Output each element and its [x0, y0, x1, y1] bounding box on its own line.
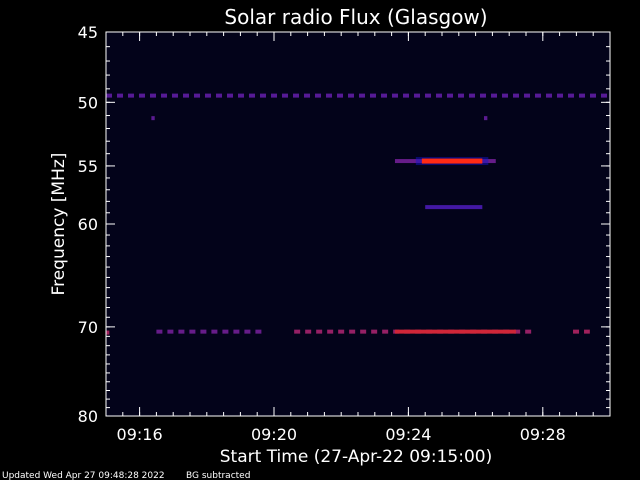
feature-band-70.5-right	[573, 329, 590, 334]
feature-spot-51.2a	[151, 116, 155, 121]
feature-band-49.5-seg-42	[568, 93, 574, 98]
x-tick-label-3: 09:28	[520, 425, 566, 444]
feature-band-49.5-seg-30	[436, 93, 442, 98]
feature-band-49.5-seg-12	[238, 93, 244, 98]
feature-band-49.5-seg-14	[260, 93, 266, 98]
feature-band-70.5-left	[156, 329, 262, 334]
feature-band-70.5-main-seg-8	[382, 329, 389, 334]
feature-band-49.5-seg-15	[271, 93, 277, 98]
x-tick-label-0: 09:16	[117, 425, 163, 444]
feature-band-49.5-seg-19	[315, 93, 321, 98]
y-tick-label-2: 55	[78, 157, 98, 176]
feature-band-70.5-main-seg-6	[360, 329, 367, 334]
feature-band-49.5-seg-16	[282, 93, 288, 98]
feature-band-49.5	[106, 93, 607, 98]
y-tick-label-0: 45	[78, 23, 98, 42]
plot-area	[106, 32, 610, 416]
feature-band-49.5-seg-21	[337, 93, 343, 98]
footer-bg-note: BG subtracted	[186, 471, 250, 480]
feature-band-70.5-left-seg-0	[156, 329, 163, 334]
y-axis-label: Frequency [MHz]	[49, 153, 69, 296]
feature-band-49.5-seg-8	[194, 93, 200, 98]
feature-band-49.5-seg-35	[491, 93, 497, 98]
feature-band-49.5-seg-7	[183, 93, 189, 98]
feature-band-49.5-seg-28	[414, 93, 420, 98]
feature-band-70.5-core	[394, 329, 516, 334]
feature-band-49.5-seg-22	[348, 93, 354, 98]
feature-spot-51.2b	[484, 116, 488, 121]
feature-band-49.5-seg-32	[458, 93, 464, 98]
footer-updated-text: Updated Wed Apr 27 09:48:28 2022	[2, 471, 165, 480]
feature-band-70.5-main-seg-7	[371, 329, 378, 334]
feature-band-70.5-left-seg-6	[222, 329, 229, 334]
feature-band-49.5-seg-9	[205, 93, 211, 98]
feature-band-70.5-main-seg-5	[349, 329, 356, 334]
feature-band-49.5-seg-26	[392, 93, 398, 98]
feature-band-49.5-seg-25	[381, 93, 387, 98]
feature-band-49.5-seg-33	[469, 93, 475, 98]
feature-band-70.5-left-seg-3	[189, 329, 196, 334]
feature-band-70.5-left-seg-2	[178, 329, 185, 334]
x-axis-label: Start Time (27-Apr-22 09:15:00)	[220, 447, 492, 467]
feature-band-70.5-left-seg-7	[233, 329, 240, 334]
feature-band-70.5-left-seg-8	[244, 329, 251, 334]
feature-band-49.5-seg-34	[480, 93, 486, 98]
feature-band-49.5-seg-0	[106, 93, 112, 98]
axes: 09:16 09:20 09:24 09:28 45 50 55 60 70 80	[78, 23, 611, 444]
feature-band-70.5-left-seg-9	[255, 329, 262, 334]
feature-band-70.5-main-seg-4	[338, 329, 345, 334]
feature-band-49.5-seg-5	[161, 93, 167, 98]
feature-band-70.5-main-seg-2	[316, 329, 323, 334]
y-tick-label-3: 60	[78, 215, 98, 234]
feature-band-49.5-seg-3	[139, 93, 145, 98]
feature-band-70.5-left-seg-4	[200, 329, 207, 334]
feature-band-49.5-seg-4	[150, 93, 156, 98]
feature-band-70.5-left-seg-5	[211, 329, 218, 334]
feature-band-49.5-seg-18	[304, 93, 310, 98]
feature-band-70.5-main-seg-3	[327, 329, 334, 334]
feature-band-49.5-seg-40	[546, 93, 552, 98]
feature-band-49.5-seg-45	[601, 93, 607, 98]
feature-band-49.5-seg-27	[403, 93, 409, 98]
x-tick-label-1: 09:20	[251, 425, 297, 444]
feature-band-49.5-seg-10	[216, 93, 222, 98]
feature-band-49.5-seg-23	[359, 93, 365, 98]
feature-band-58.5	[425, 205, 483, 210]
feature-band-70.5-right-seg-1	[584, 329, 590, 334]
y-tick-label-4: 70	[78, 318, 98, 337]
feature-band-49.5-seg-31	[447, 93, 453, 98]
feature-spot-70.6-edge	[106, 330, 110, 335]
feature-band-70.5-main-seg-20	[514, 329, 521, 334]
feature-band-49.5-seg-39	[535, 93, 541, 98]
feature-band-49.5-seg-44	[590, 93, 596, 98]
feature-band-70.5-main-seg-0	[294, 329, 301, 334]
y-tick-label-5: 80	[78, 407, 98, 426]
plot-background	[106, 32, 610, 416]
feature-band-49.5-seg-41	[557, 93, 563, 98]
feature-burst-54.6-core	[421, 158, 483, 164]
feature-band-49.5-seg-20	[326, 93, 332, 98]
spectral-features	[106, 93, 607, 335]
feature-band-49.5-seg-36	[502, 93, 508, 98]
feature-band-49.5-seg-2	[128, 93, 134, 98]
feature-band-70.5-left-seg-1	[167, 329, 174, 334]
feature-band-70.5-main-seg-1	[305, 329, 312, 334]
x-tick-label-2: 09:24	[385, 425, 431, 444]
feature-band-49.5-seg-43	[579, 93, 585, 98]
feature-band-49.5-seg-24	[370, 93, 376, 98]
feature-band-49.5-seg-17	[293, 93, 299, 98]
feature-band-70.5-main-seg-21	[525, 329, 532, 334]
feature-band-49.5-seg-6	[172, 93, 178, 98]
chart-title: Solar radio Flux (Glasgow)	[224, 5, 487, 29]
feature-band-49.5-seg-38	[524, 93, 530, 98]
feature-band-70.5-right-seg-0	[573, 329, 580, 334]
feature-band-49.5-seg-29	[425, 93, 431, 98]
feature-band-49.5-seg-11	[227, 93, 233, 98]
y-tick-label-1: 50	[78, 93, 98, 112]
feature-band-49.5-seg-1	[117, 93, 123, 98]
feature-band-49.5-seg-37	[513, 93, 519, 98]
feature-band-49.5-seg-13	[249, 93, 255, 98]
